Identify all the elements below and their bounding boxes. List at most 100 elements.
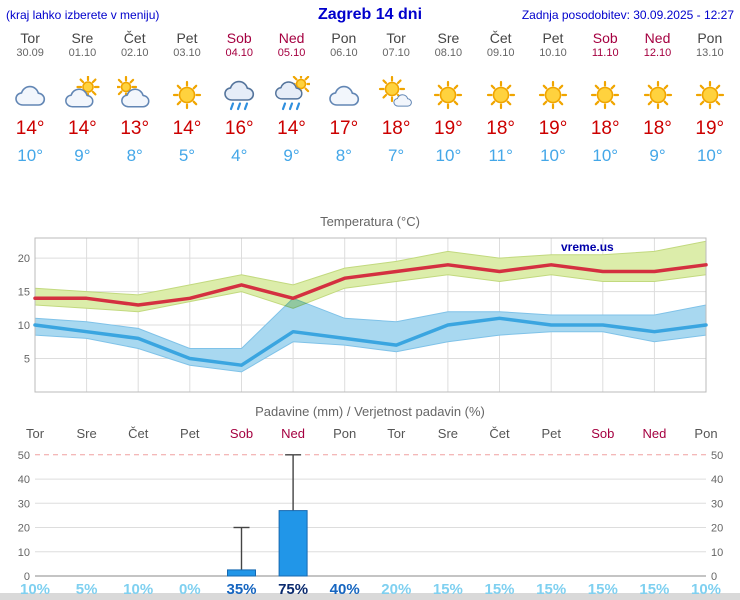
cloud-shape — [393, 94, 413, 107]
day-date: 12.10 — [643, 47, 672, 59]
cloud-shape — [224, 80, 255, 101]
precip-day-label: Tor — [26, 426, 45, 441]
page-header: (kraj lahko izberete v meniju) Zagreb 14… — [6, 5, 734, 25]
day-name: Pon — [697, 30, 723, 46]
sun-disc — [120, 81, 132, 93]
last-updated: Zadnja posodobitev: 30.09.2025 - 12:27 — [521, 8, 734, 22]
precipitation-chart: Tor Sre Čet Pet Sob Ned Pon Tor Sre Čet Pet Sob Ned P… — [18, 426, 724, 598]
sun-disc — [178, 86, 196, 104]
precip-day-label: Ned — [281, 426, 305, 441]
temp-min-line — [33, 316, 708, 367]
precip-day-label: Pet — [541, 426, 561, 441]
temp-min: 7° — [387, 146, 405, 165]
weather-icon-art — [538, 80, 568, 110]
precip-y-tick-right: 10 — [711, 547, 723, 559]
day-column: Pon 06.10 17° 8° — [318, 30, 370, 168]
weather-icon-sunny — [475, 76, 527, 112]
temp-min: 8° — [335, 146, 352, 165]
weather-icon-art — [114, 75, 150, 108]
weather-icon-art — [434, 80, 463, 110]
temp-y-tick: 15 — [18, 287, 30, 299]
temp-min: 11° — [488, 146, 513, 165]
precip-y-tick-left: 30 — [18, 498, 30, 510]
precip-y-tick-right: 40 — [711, 474, 723, 486]
day-name: Ned — [278, 30, 305, 46]
precip-probability: 35% — [226, 581, 256, 598]
day-date: 10.10 — [539, 47, 567, 59]
precip-day-label: Pet — [180, 426, 200, 441]
day-date: 03.10 — [173, 47, 201, 59]
weather-icon-rain — [213, 76, 265, 112]
day-name: Pon — [331, 30, 357, 46]
precip-day-label: Pon — [694, 426, 717, 441]
day-column: Pet 10.10 19° 10° — [527, 30, 579, 168]
temp-min: 10° — [540, 146, 566, 165]
horizontal-scrollbar[interactable] — [0, 593, 740, 600]
day-name: Sob — [226, 30, 252, 46]
sun-rays — [695, 80, 724, 110]
day-column: Sre 08.10 19° 10° — [422, 30, 474, 168]
temp-max: 14° — [277, 118, 306, 139]
day-column: Sre 01.10 14° 9° — [56, 30, 108, 168]
precip-y-tick-right: 20 — [711, 523, 723, 535]
day-name: Tor — [20, 30, 40, 46]
temp-min: 10° — [696, 146, 723, 165]
temp-min: 9° — [283, 146, 300, 165]
cloud-shape — [274, 81, 303, 100]
day-column: Čet 02.10 13° 8° — [109, 30, 161, 168]
weather-icon-sunny — [422, 76, 474, 112]
day-column: Pon 13.10 19° 10° — [684, 30, 736, 168]
day-name: Čet — [123, 30, 146, 46]
sun-rays — [434, 80, 463, 110]
temp-max: 17° — [329, 118, 359, 139]
day-column: Ned 05.10 14° 9° — [265, 30, 317, 168]
sun-disc — [82, 81, 95, 93]
precip-day-label: Čet — [128, 426, 149, 441]
precip-y-tick-right: 0 — [711, 571, 717, 583]
cloud-shape — [15, 85, 46, 106]
temp-min: 10° — [17, 146, 43, 165]
temp-y-tick: 10 — [18, 320, 30, 332]
weather-icon-sunny — [527, 76, 579, 112]
day-date: 04.10 — [225, 47, 254, 59]
sun-rays — [538, 80, 568, 110]
precip-probability: 5% — [76, 581, 98, 598]
day-date: 01.10 — [68, 47, 97, 59]
weather-icon-mostly-cloudy — [109, 75, 161, 112]
temp-min: 5° — [178, 146, 196, 165]
cloud-shape — [329, 85, 359, 106]
day-name: Pet — [542, 30, 564, 46]
weather-icon-cloudy — [318, 76, 370, 112]
temp-max: 18° — [381, 118, 411, 139]
precip-probability: 10% — [20, 581, 50, 598]
sun-disc — [544, 86, 562, 104]
temp-max: 19° — [434, 118, 463, 139]
precip-probability: 10% — [123, 581, 153, 598]
weather-icon-art — [172, 80, 202, 110]
sun-disc — [649, 86, 666, 104]
cloud-shape — [65, 88, 94, 108]
temp-max: 13° — [120, 118, 150, 139]
temp-max: 18° — [486, 118, 516, 139]
day-date: 05.10 — [277, 47, 306, 59]
precip-y-tick-left: 0 — [24, 571, 30, 583]
precip-probability: 10% — [691, 581, 721, 598]
precip-probability: 0% — [179, 581, 201, 598]
weather-icon-art — [15, 85, 46, 106]
weather-icon-art — [329, 85, 359, 106]
sun-rays — [172, 80, 202, 110]
weather-icon-sunny — [684, 76, 736, 112]
weather-icon-rain-sun — [265, 72, 317, 112]
day-date: 06.10 — [330, 47, 358, 59]
sun-disc — [384, 81, 400, 97]
day-name: Pet — [176, 30, 198, 46]
temp-min: 4° — [231, 146, 248, 165]
sun-rays — [643, 80, 672, 110]
precip-y-tick-left: 20 — [18, 523, 30, 535]
temp-y-tick: 20 — [18, 253, 30, 265]
temp-max: 19° — [538, 118, 568, 139]
temp-max: 18° — [590, 118, 620, 139]
temp-min: 10° — [592, 146, 619, 165]
sun-disc — [701, 86, 719, 104]
